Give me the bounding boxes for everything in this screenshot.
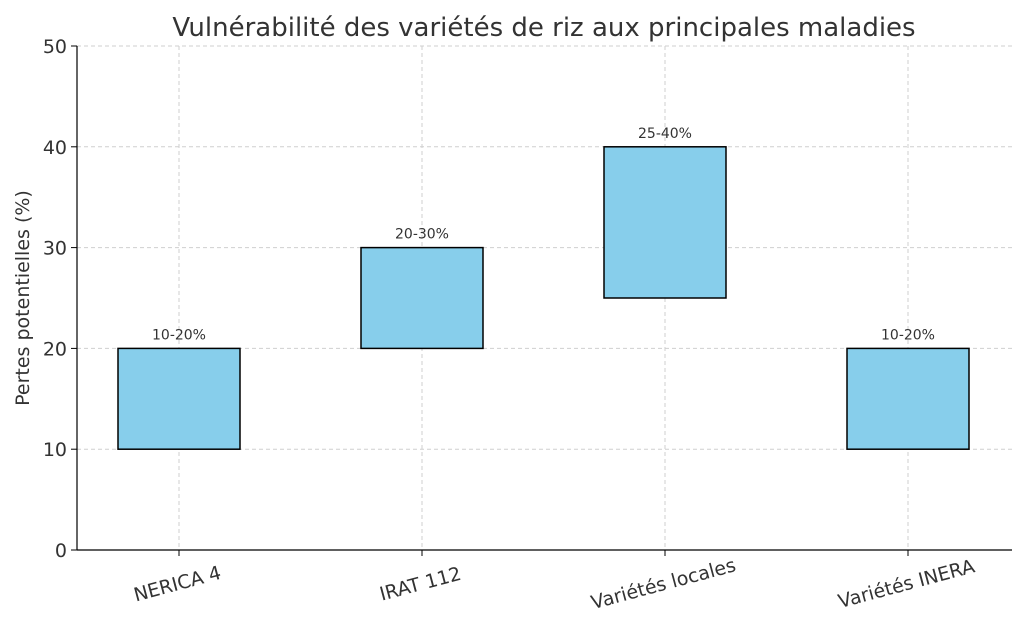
bar-data-label: 20-30% xyxy=(395,227,449,243)
bar-irat-112 xyxy=(360,246,484,350)
axes: 0 10 20 30 40 50 NERICA 4 IRAT 112 Variétés loca… xyxy=(43,36,1012,614)
y-tick-label: 50 xyxy=(43,36,67,58)
bar-data-label: 25-40% xyxy=(638,126,692,142)
bar-data-label: 10-20% xyxy=(152,327,206,343)
bar-vari-t-s-locales xyxy=(603,146,727,299)
y-tick-label: 30 xyxy=(43,238,67,260)
bar-data-label: 10-20% xyxy=(881,327,935,343)
y-tick-label: 40 xyxy=(43,137,67,159)
bar-vari-t-s-inera xyxy=(846,347,970,450)
x-tick-label: NERICA 4 xyxy=(131,562,223,606)
y-tick-label: 10 xyxy=(43,439,67,461)
grid xyxy=(77,45,1012,551)
y-tick-label: 0 xyxy=(55,540,67,562)
bar-nerica-4 xyxy=(117,347,241,450)
x-tick-label: IRAT 112 xyxy=(377,563,463,606)
x-tick-label: Variétés locales xyxy=(589,554,739,614)
y-axis-label: Pertes potentielles (%) xyxy=(12,190,34,406)
chart-title: Vulnérabilité des variétés de riz aux pr… xyxy=(172,13,915,43)
bars: 10-20% 20-30% 25-40% 10-20% xyxy=(117,126,970,450)
x-tick-label: Variétés INERA xyxy=(836,555,977,613)
y-tick-label: 20 xyxy=(43,338,67,360)
